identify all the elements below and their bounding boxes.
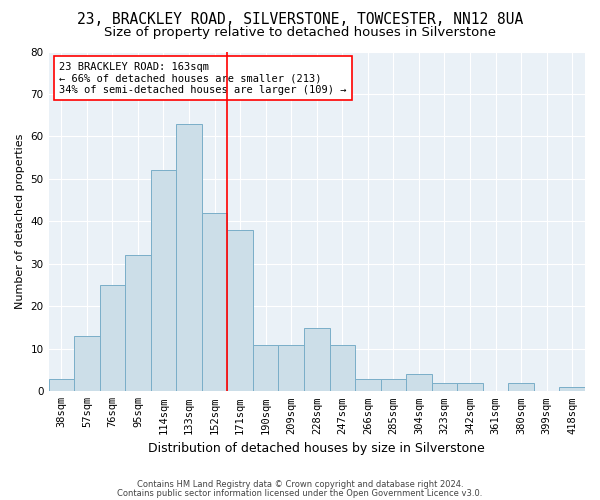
- Bar: [176, 124, 202, 392]
- Bar: [278, 344, 304, 392]
- Bar: [508, 383, 534, 392]
- Bar: [151, 170, 176, 392]
- Y-axis label: Number of detached properties: Number of detached properties: [15, 134, 25, 309]
- Bar: [355, 378, 380, 392]
- Bar: [559, 387, 585, 392]
- Bar: [406, 374, 432, 392]
- Text: Contains HM Land Registry data © Crown copyright and database right 2024.: Contains HM Land Registry data © Crown c…: [137, 480, 463, 489]
- Text: 23, BRACKLEY ROAD, SILVERSTONE, TOWCESTER, NN12 8UA: 23, BRACKLEY ROAD, SILVERSTONE, TOWCESTE…: [77, 12, 523, 28]
- Text: Contains public sector information licensed under the Open Government Licence v3: Contains public sector information licen…: [118, 488, 482, 498]
- Bar: [329, 344, 355, 392]
- Bar: [49, 378, 74, 392]
- Bar: [100, 285, 125, 392]
- Bar: [253, 344, 278, 392]
- Bar: [202, 213, 227, 392]
- Bar: [74, 336, 100, 392]
- Bar: [304, 328, 329, 392]
- Text: 23 BRACKLEY ROAD: 163sqm
← 66% of detached houses are smaller (213)
34% of semi-: 23 BRACKLEY ROAD: 163sqm ← 66% of detach…: [59, 62, 347, 95]
- Bar: [380, 378, 406, 392]
- X-axis label: Distribution of detached houses by size in Silverstone: Distribution of detached houses by size …: [148, 442, 485, 455]
- Bar: [432, 383, 457, 392]
- Bar: [457, 383, 483, 392]
- Text: Size of property relative to detached houses in Silverstone: Size of property relative to detached ho…: [104, 26, 496, 39]
- Bar: [125, 256, 151, 392]
- Bar: [227, 230, 253, 392]
